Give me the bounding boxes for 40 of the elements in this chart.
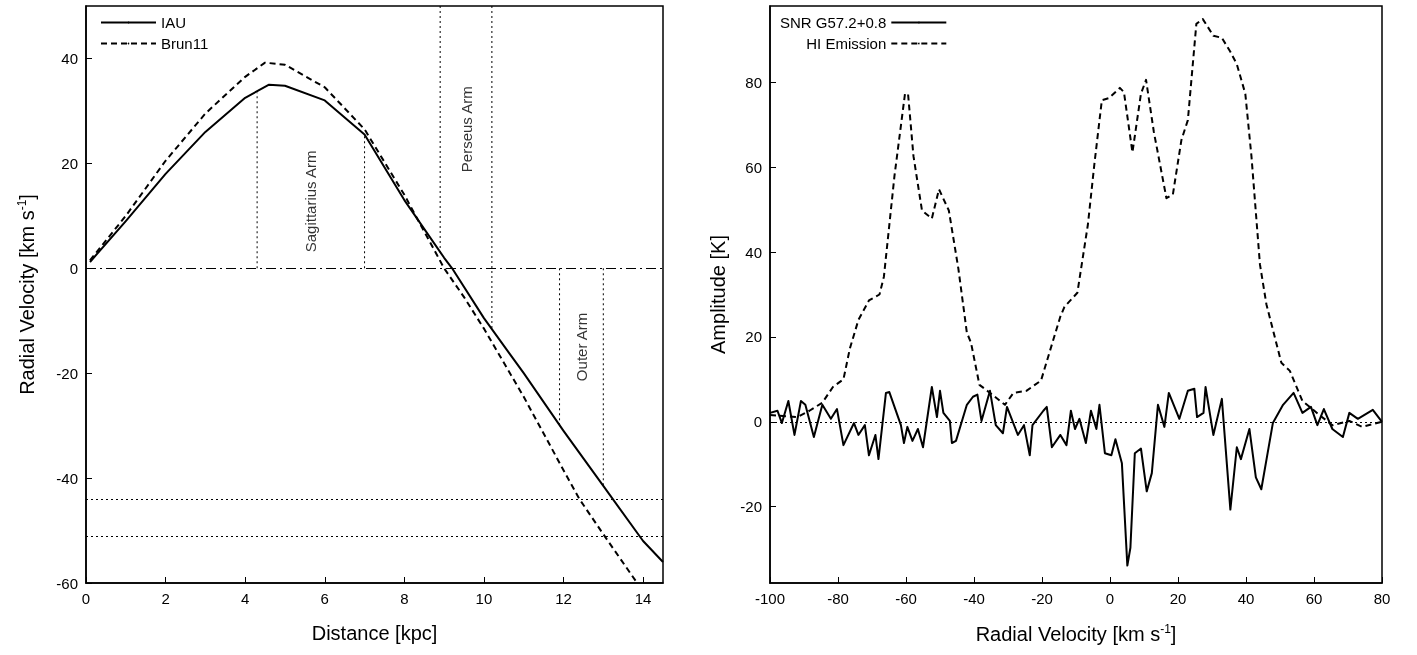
legend-label: IAU [161, 14, 187, 31]
y-tick-label: 60 [745, 158, 762, 176]
x-tick-label: 14 [634, 590, 652, 607]
annotation: Outer Arm [572, 312, 590, 382]
y-tick-label: 20 [745, 328, 762, 346]
x-tick-label: 0 [81, 590, 91, 607]
x-tick-label: 20 [1169, 590, 1187, 607]
x-tick-label: 0 [1105, 590, 1115, 607]
legend-label: Brun11 [161, 35, 209, 52]
y-tick-label: 0 [753, 413, 762, 431]
y-tick-label: -40 [56, 469, 78, 487]
y-tick-label: -60 [56, 574, 78, 592]
y-tick-label: 80 [745, 73, 762, 91]
x-tick-label: 6 [320, 590, 329, 607]
y-tick-label: 20 [61, 154, 78, 172]
y-tick-label: -20 [56, 364, 78, 382]
x-tick-label: 8 [400, 590, 409, 607]
x-tick-label: 4 [241, 590, 250, 607]
x-tick-label: 12 [555, 590, 572, 607]
x-tick-label: 40 [1237, 590, 1255, 607]
x-tick-label: -40 [963, 590, 985, 607]
annotation: Sagittarius Arm [302, 150, 320, 253]
x-tick-label: -60 [895, 590, 917, 607]
y-tick-label: 40 [61, 49, 78, 67]
x-tick-label: -20 [1031, 590, 1053, 607]
x-tick-label: -100 [754, 590, 786, 607]
legend-label: HI Emission [806, 35, 887, 52]
x-axis-title: Distance [kpc] [311, 622, 438, 644]
x-tick-label: 10 [475, 590, 493, 607]
y-axis-title: Amplitude [K] [707, 235, 729, 354]
y-tick-label: -20 [740, 498, 762, 516]
x-tick-label: 80 [1373, 590, 1391, 607]
x-tick-label: -80 [827, 590, 849, 607]
y-tick-label: 0 [69, 259, 78, 277]
x-tick-label: 60 [1305, 590, 1323, 607]
annotation: Perseus Arm [457, 86, 475, 173]
legend-label: SNR G57.2+0.8 [780, 14, 887, 31]
y-axis-title: Radial Velocity [km s-1] [15, 194, 38, 395]
x-tick-label: 2 [161, 590, 170, 607]
y-tick-label: 40 [745, 243, 762, 261]
